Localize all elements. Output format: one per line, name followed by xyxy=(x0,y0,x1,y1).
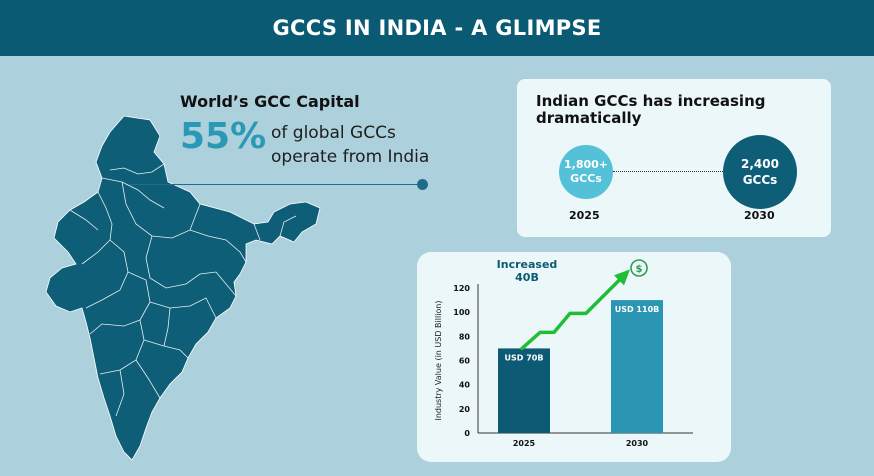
y-tick-label: 100 xyxy=(453,308,470,317)
increase-annotation-line1: Increased xyxy=(497,258,558,271)
header-bar: GCCS IN INDIA - A GLIMPSE xyxy=(0,0,874,56)
india-outline xyxy=(45,115,321,461)
page-title: GCCS IN INDIA - A GLIMPSE xyxy=(272,16,602,40)
y-tick-label: 0 xyxy=(464,429,470,438)
india-map-shape xyxy=(45,115,321,461)
connector-dot xyxy=(417,179,428,190)
y-tick-label: 20 xyxy=(459,405,471,414)
connector-line xyxy=(130,184,422,185)
growth-dotted-line xyxy=(613,171,723,172)
increase-annotation-line2: 40B xyxy=(515,271,539,284)
year-label-2025: 2025 xyxy=(569,209,600,222)
y-axis-title: Industry Value (in USD Billion) xyxy=(434,300,443,420)
growth-title: Indian GCCs has increasing dramatically xyxy=(536,92,766,127)
dollar-circle-icon xyxy=(630,259,648,277)
bar-value-label: USD 110B xyxy=(615,305,659,314)
capital-title: World’s GCC Capital xyxy=(180,92,360,111)
state-borders xyxy=(69,163,297,417)
gcc-count-2025-circle: 1,800+ GCCs xyxy=(559,145,613,199)
bar-2025 xyxy=(498,348,550,433)
y-tick-label: 120 xyxy=(453,284,470,293)
bar-2030 xyxy=(611,300,663,433)
y-tick-label: 40 xyxy=(459,381,471,390)
gcc-growth-card: Indian GCCs has increasing dramatically … xyxy=(517,79,831,237)
dollar-sign-glyph: $ xyxy=(636,264,643,275)
trend-up-arrow-icon xyxy=(520,275,624,351)
y-tick-label: 60 xyxy=(459,357,471,366)
india-map xyxy=(40,112,340,464)
industry-value-chart: Industry Value (in USD Billion) 0 20 40 60 80… xyxy=(434,258,693,448)
gcc-count-2030: 2,400 GCCs xyxy=(741,157,779,187)
gcc-count-2030-circle: 2,400 GCCs xyxy=(723,135,797,209)
x-tick-label: 2030 xyxy=(626,439,649,448)
trend-arrow-head xyxy=(614,269,630,286)
capital-percentage: 55% xyxy=(180,116,267,157)
capital-description: of global GCCs operate from India xyxy=(271,123,430,167)
bar-value-label: USD 70B xyxy=(505,353,544,362)
gcc-count-2025: 1,800+ GCCs xyxy=(563,158,608,185)
year-label-2030: 2030 xyxy=(744,209,775,222)
y-tick-label: 80 xyxy=(459,332,471,341)
x-tick-label: 2025 xyxy=(513,439,536,448)
industry-value-card: Industry Value (in USD Billion) 0 20 40 60 80… xyxy=(417,252,731,462)
